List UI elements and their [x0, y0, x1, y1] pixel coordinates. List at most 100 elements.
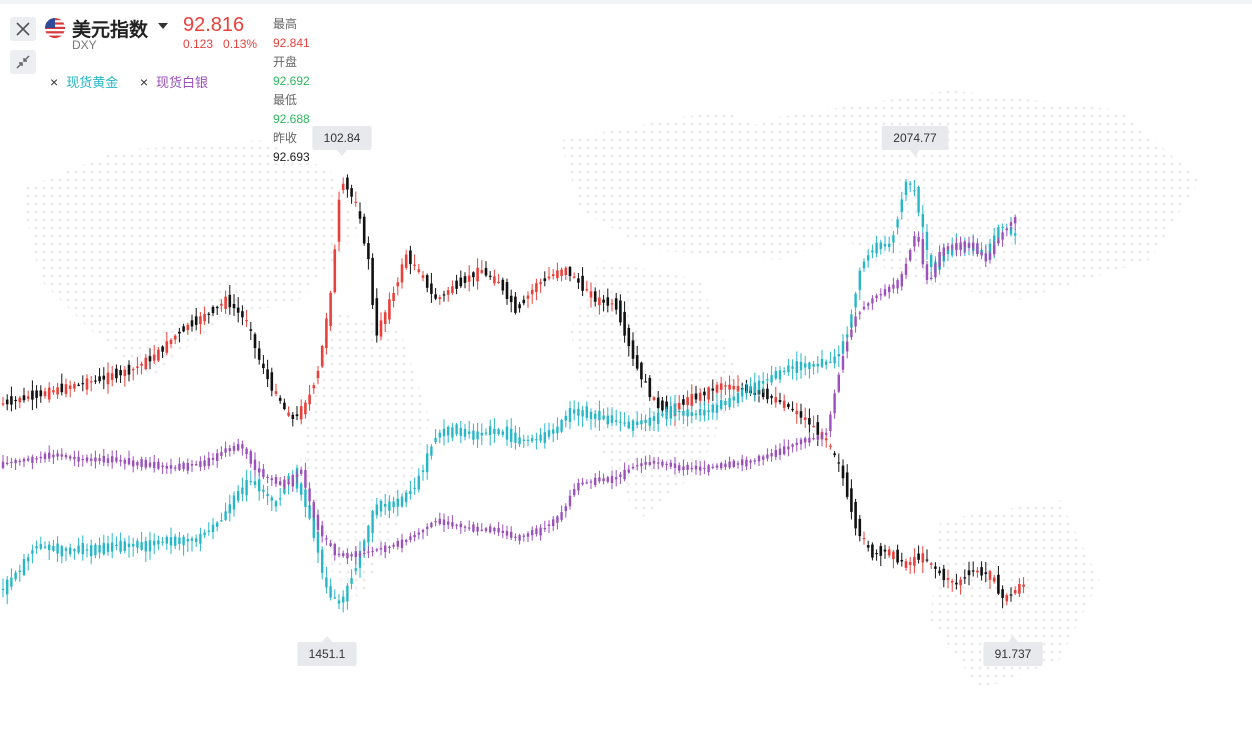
series-silver-candle-81: [342, 553, 345, 556]
series-silver-candle-157: [661, 461, 664, 466]
series-gold-candle-65: [274, 501, 278, 507]
series-gold-candle-113: [476, 431, 479, 440]
instrument-name[interactable]: 美元指数: [72, 20, 149, 41]
series-dxy-candle-182: [766, 388, 769, 400]
series-silver-candle-195: [820, 434, 824, 440]
series-silver-candle-62: [262, 469, 265, 478]
series-dxy-candle-119: [501, 279, 505, 291]
close-button[interactable]: [10, 17, 36, 41]
series-dxy-candle-131: [551, 274, 555, 277]
series-silver-candle-124: [522, 535, 525, 537]
series-silver-candle-106: [447, 521, 450, 525]
series-silver-candle-158: [665, 463, 668, 466]
series-gold-candle-131: [552, 429, 555, 434]
series-dxy-candle-197: [829, 445, 832, 447]
series-silver-candle-69: [291, 475, 294, 487]
series-gold-candle-215: [904, 181, 908, 195]
remove-gold-icon[interactable]: ×: [50, 74, 59, 90]
series-dxy-candle-88: [371, 257, 374, 305]
series-dxy-candle-82: [346, 177, 349, 190]
series-dxy-candle-142: [598, 297, 601, 306]
legend-silver[interactable]: × 现货白银: [140, 72, 208, 91]
series-silver-candle-39: [165, 466, 168, 469]
series-gold-candle-50: [211, 524, 215, 533]
series-silver-candle-233: [980, 252, 983, 256]
series-gold-candle-157: [661, 413, 664, 416]
series-dxy-candle-214: [900, 560, 904, 562]
series-silver-candle-72: [304, 470, 307, 488]
series-gold-candle-160: [673, 403, 677, 415]
series-dxy-candle-79: [333, 249, 337, 293]
series-dxy-candle-134: [564, 267, 568, 275]
series-dxy-candle-199: [837, 462, 841, 464]
series-silver-candle-9: [39, 456, 42, 459]
series-gold-candle-59: [249, 481, 252, 483]
series-dxy-candle-225: [946, 578, 950, 580]
shrink-button[interactable]: [10, 50, 36, 74]
series-gold-candle-140: [589, 411, 593, 420]
series-dxy-candle-68: [287, 412, 290, 416]
series-dxy-candle-94: [396, 282, 400, 287]
series-silver-candle-146: [615, 477, 618, 480]
series-dxy-candle-12: [52, 390, 55, 393]
series-silver-candle-120: [505, 531, 509, 536]
series-dxy-candle-151: [635, 355, 639, 369]
series-dxy-candle-241: [1013, 590, 1017, 594]
series-silver-candle-135: [568, 495, 572, 507]
series-dxy-candle-102: [430, 283, 433, 294]
series-silver-candle-179: [753, 460, 756, 462]
legend-gold[interactable]: × 现货黄金: [50, 72, 118, 91]
caret-down-icon[interactable]: [158, 23, 168, 29]
series-dxy-candle-49: [207, 313, 211, 315]
series-silver-candle-218: [917, 236, 920, 242]
series-gold-candle-211: [888, 243, 891, 248]
series-gold-candle-180: [757, 380, 761, 391]
series-dxy-candle-83: [350, 188, 353, 197]
series-gold-candle-120: [505, 426, 509, 440]
series-gold-candle-51: [216, 522, 219, 527]
series-gold-candle-15: [64, 548, 68, 551]
series-silver-candle-41: [174, 467, 177, 469]
series-dxy-candle-0: [1, 403, 5, 405]
series-dxy-candle-223: [938, 570, 941, 574]
series-gold-candle-159: [669, 406, 672, 419]
series-silver-candle-10: [43, 453, 47, 460]
series-gold-candle-133: [560, 420, 563, 432]
series-silver-candle-219: [921, 239, 924, 265]
series-dxy-candle-137: [577, 278, 580, 283]
series-silver-candle-107: [451, 522, 454, 527]
series-dxy-candle-174: [732, 386, 736, 390]
series-silver-candle-136: [573, 489, 576, 496]
series-gold-candle-187: [787, 365, 790, 372]
series-dxy-candle-118: [497, 281, 500, 283]
series-gold-candle-151: [636, 421, 639, 426]
series-gold-candle-237: [997, 227, 1000, 243]
remove-silver-icon[interactable]: ×: [139, 74, 149, 90]
series-gold-candle-105: [442, 428, 446, 437]
series-gold-candle-152: [640, 420, 643, 425]
series-dxy-candle-100: [421, 275, 425, 278]
series-dxy-candle-136: [572, 276, 576, 278]
series-silver-candle-131: [552, 519, 555, 526]
series-gold-candle-202: [850, 314, 853, 328]
world-map-watermark: [20, 90, 1200, 690]
series-silver-candle-145: [610, 475, 614, 483]
series-dxy-candle-239: [1005, 595, 1009, 602]
legend-gold-label: 现货黄金: [66, 75, 119, 90]
series-silver-candle-30: [127, 458, 131, 465]
series-silver-candle-143: [602, 478, 605, 482]
series-dxy-candle-99: [417, 269, 421, 272]
series-gold-candle-109: [459, 427, 462, 436]
series-gold-candle-168: [707, 410, 710, 412]
series-dxy-candle-46: [194, 316, 198, 325]
series-dxy-candle-121: [509, 295, 513, 303]
series-dxy-candle-122: [514, 296, 517, 313]
open-label: 开盘: [273, 55, 298, 69]
series-gold-candle-111: [468, 431, 471, 434]
series-silver-candle-58: [245, 448, 248, 454]
series-silver-candle-111: [468, 527, 471, 529]
series-gold-candle-167: [703, 409, 706, 416]
series-dxy-candle-208: [875, 553, 878, 555]
series-dxy-candle-200: [841, 465, 845, 479]
